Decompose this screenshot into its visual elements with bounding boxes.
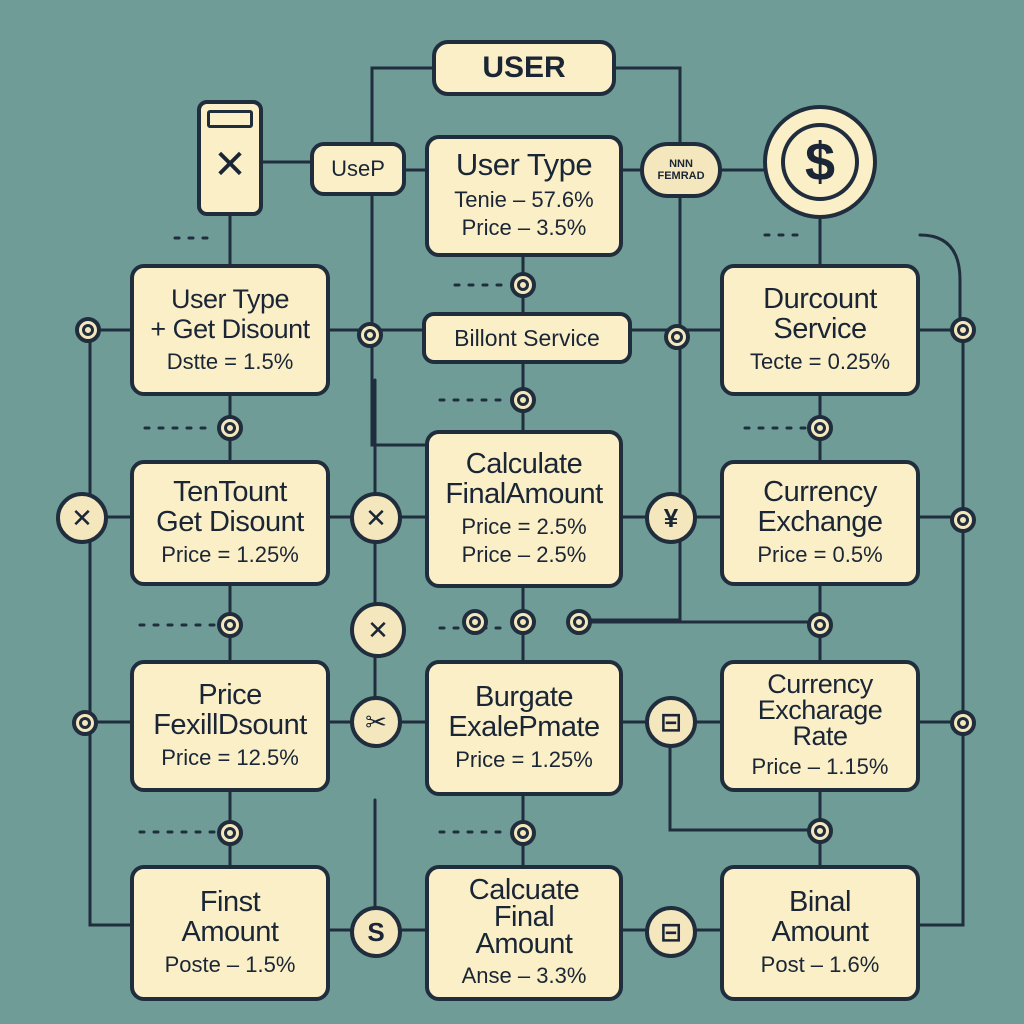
- calculate-final-amount-bottom-box: Calcuate Final Amount Anse – 3.3%: [425, 865, 623, 1001]
- box-line: Price = 12.5%: [161, 745, 299, 770]
- connector-node: [807, 415, 833, 441]
- connector-node: [807, 612, 833, 638]
- box-title: User Type + Get Disount: [150, 284, 310, 344]
- s-glyph: S: [367, 916, 385, 947]
- box-line: Post – 1.6%: [760, 952, 880, 977]
- user-header-label: USER: [482, 51, 566, 84]
- box-line: Price = 2.5% Price – 2.5%: [461, 514, 587, 567]
- phone-icon: ✕: [197, 100, 263, 216]
- x-glyph: ✕: [365, 502, 387, 533]
- connector-node: [357, 322, 383, 348]
- billing-service-label: Billont Service: [454, 324, 600, 351]
- box-title: Currency Exchange: [757, 476, 884, 538]
- connector-node: [510, 272, 536, 298]
- s-node-icon: S: [350, 906, 402, 958]
- yen-glyph: ¥: [663, 502, 679, 533]
- box-node-icon: ⊟: [645, 906, 697, 958]
- box-line: Price – 1.15%: [751, 754, 889, 779]
- connector-node: [462, 609, 488, 635]
- connector-node: [950, 710, 976, 736]
- connector-node: [510, 820, 536, 846]
- price-discount-box: Price FexillDsount Price = 12.5%: [130, 660, 330, 792]
- box-title: TenTount Get Disount: [156, 476, 304, 538]
- box-node-icon: ⊟: [645, 696, 697, 748]
- box-title: Price FexillDsount: [153, 679, 307, 741]
- connector-node: [217, 820, 243, 846]
- connector-node: [72, 710, 98, 736]
- user-type-title: User Type: [455, 147, 593, 182]
- currency-exchange-box: Currency Exchange Price = 0.5%: [720, 460, 920, 586]
- connector-node: [217, 612, 243, 638]
- connector-node: [807, 818, 833, 844]
- box-glyph: ⊟: [660, 916, 682, 947]
- tentount-discount-box: TenTount Get Disount Price = 1.25%: [130, 460, 330, 586]
- box-title: Binal Amount: [771, 886, 869, 948]
- x-node-icon: ✕: [350, 602, 406, 658]
- user-header: USER: [432, 40, 616, 96]
- box-line: Poste – 1.5%: [164, 952, 296, 977]
- box-line: Price = 0.5%: [757, 542, 883, 567]
- user-tag: UseP: [310, 142, 406, 196]
- box-line: Price = 1.25%: [161, 542, 299, 567]
- box-glyph: ⊟: [660, 706, 682, 737]
- user-type-discount-box: User Type + Get Disount Dstte = 1.5%: [130, 264, 330, 396]
- box-title: Currency Excharage Rate: [757, 669, 883, 751]
- burgate-rate-box: Burgate ExalePmate Price = 1.25%: [425, 660, 623, 796]
- x-node-icon: ✕: [350, 492, 402, 544]
- box-title: Finst Amount: [181, 886, 279, 948]
- connector-node: [510, 387, 536, 413]
- currency-exchange-rate-box: Currency Excharage Rate Price – 1.15%: [720, 660, 920, 792]
- box-title: Calculate FinalAmount: [445, 448, 603, 510]
- first-amount-box: Finst Amount Poste – 1.5%: [130, 865, 330, 1001]
- x-glyph: ✕: [367, 614, 389, 645]
- billing-service-pill: Billont Service: [422, 312, 632, 364]
- connector-node: [950, 507, 976, 533]
- fee-tag-label: NNN FEMRAD: [657, 158, 705, 182]
- scissors-node-icon: ✂: [350, 696, 402, 748]
- phone-x-glyph: ✕: [213, 143, 247, 187]
- box-title: Burgate ExalePmate: [448, 681, 600, 743]
- discount-service-box: Durcount Service Tecte = 0.25%: [720, 264, 920, 396]
- box-title: Durcount Service: [763, 283, 877, 345]
- final-amount-box: Binal Amount Post – 1.6%: [720, 865, 920, 1001]
- connector-node: [566, 609, 592, 635]
- fee-tag-node: NNN FEMRAD: [640, 142, 722, 198]
- connector-node: [217, 415, 243, 441]
- box-line: Tecte = 0.25%: [749, 349, 891, 374]
- user-type-line-1: Tenie – 57.6%: [454, 187, 594, 212]
- box-line: Anse – 3.3%: [461, 962, 587, 988]
- user-type-box: User Type Tenie – 57.6% Price – 3.5%: [425, 135, 623, 257]
- calculate-final-amount-box: Calculate FinalAmount Price = 2.5% Price…: [425, 430, 623, 588]
- connector-node: [664, 324, 690, 350]
- dollar-coin-icon: $: [763, 105, 877, 219]
- user-tag-label: UseP: [331, 156, 385, 181]
- user-type-line-2: Price – 3.5%: [461, 215, 587, 240]
- connector-node: [75, 317, 101, 343]
- box-title: Calcuate Final Amount: [468, 873, 580, 960]
- box-line: Dstte = 1.5%: [166, 349, 294, 374]
- box-line: Price = 1.25%: [455, 747, 593, 772]
- dollar-glyph: $: [804, 132, 836, 192]
- x-node-icon: ✕: [56, 492, 108, 544]
- scissors-glyph: ✂: [365, 706, 387, 737]
- x-glyph: ✕: [71, 502, 93, 533]
- connector-node: [950, 317, 976, 343]
- yen-node-icon: ¥: [645, 492, 697, 544]
- connector-node: [510, 609, 536, 635]
